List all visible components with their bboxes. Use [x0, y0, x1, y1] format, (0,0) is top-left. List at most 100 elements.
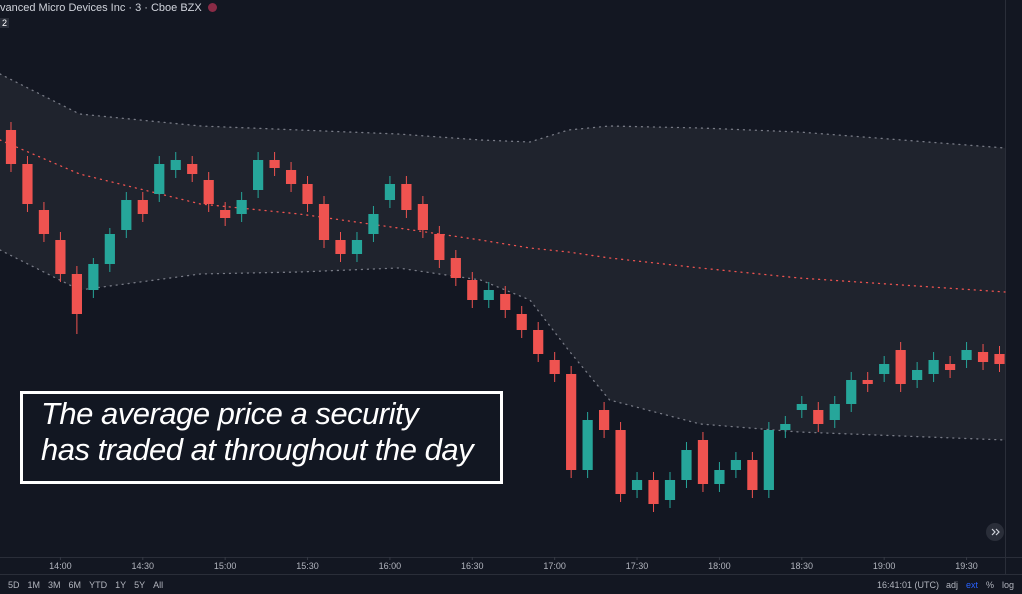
range-button[interactable]: 1M: [27, 580, 41, 590]
candle-body: [154, 164, 165, 194]
candle-body: [450, 258, 461, 278]
candle-body: [516, 314, 527, 330]
candle-body: [598, 410, 610, 430]
x-tick-label: 19:00: [873, 561, 896, 571]
vwap-line: [0, 139, 1006, 293]
candle-body: [55, 240, 66, 274]
x-tick-label: 14:00: [49, 561, 72, 571]
candle-body: [747, 460, 758, 490]
candle-body: [664, 480, 676, 500]
range-button[interactable]: 3M: [48, 580, 61, 590]
bottom-toolbar: 5D 1M 3M 6M YTD 1Y 5Y All 16:41:01 (UTC) adj ext…: [0, 574, 1022, 594]
candle-body: [302, 184, 313, 204]
candle-body: [829, 404, 840, 420]
range-button[interactable]: All: [153, 580, 164, 590]
candle-body: [615, 430, 626, 494]
status-dot: [207, 3, 217, 12]
caption-line: has traded at throughout the day: [41, 432, 474, 467]
range-button[interactable]: 1Y: [115, 580, 127, 590]
range-button[interactable]: 5D: [8, 580, 20, 590]
candle-body: [763, 430, 774, 490]
candle-body: [253, 160, 264, 190]
x-tick-label: 16:00: [379, 561, 402, 571]
range-button[interactable]: 5Y: [134, 580, 146, 590]
candle-body: [38, 210, 50, 234]
candle-body: [137, 200, 148, 214]
candle-body: [483, 290, 494, 300]
candle-body: [335, 240, 346, 254]
candle-body: [582, 420, 593, 470]
x-tick-label: 17:00: [543, 561, 566, 571]
candle-body: [780, 424, 791, 430]
candle-body: [22, 164, 33, 204]
x-tick-label: 19:30: [955, 561, 978, 571]
candle-body: [5, 130, 17, 164]
scale-toggle[interactable]: log: [1002, 580, 1015, 590]
symbol-title: vanced Micro Devices Inc · 3 · Cboe BZX: [0, 2, 202, 14]
scroll-icon: [991, 528, 1000, 536]
candle-body: [912, 370, 923, 380]
candle-body: [994, 354, 1005, 364]
candle-body: [434, 234, 445, 260]
candle-body: [203, 180, 214, 204]
candle-body: [71, 274, 82, 314]
scale-toggle[interactable]: adj: [946, 580, 959, 590]
candle-body: [500, 294, 511, 310]
badge: 2: [0, 18, 10, 28]
x-tick-label: 15:00: [214, 561, 237, 571]
range-buttons: 5D 1M 3M 6M YTD 1Y 5Y All: [8, 580, 171, 590]
candle-body: [533, 330, 544, 354]
x-tick-label: 14:30: [132, 561, 155, 571]
range-button[interactable]: 6M: [68, 580, 82, 590]
candle-body: [846, 380, 857, 404]
candle-body: [269, 160, 280, 168]
candle-body: [928, 360, 939, 374]
scale-toggle[interactable]: %: [986, 580, 995, 590]
range-button[interactable]: YTD: [89, 580, 108, 590]
candle-body: [285, 170, 297, 184]
candle-body: [88, 264, 99, 290]
candle-body: [104, 234, 115, 264]
candle-body: [566, 374, 577, 470]
band-fill: [0, 74, 1005, 440]
candle-body: [895, 350, 906, 384]
candle-body: [351, 240, 363, 254]
candle-body: [368, 214, 379, 234]
candle-body: [862, 380, 873, 384]
caption-line: The average price a security: [41, 396, 419, 431]
candle-body: [681, 450, 692, 480]
candle-body: [318, 204, 330, 240]
candle-body: [648, 480, 659, 504]
candle-body: [813, 410, 824, 424]
candle-body: [796, 404, 807, 410]
symbol-header[interactable]: vanced Micro Devices Inc · 3 · Cboe BZX: [0, 2, 217, 14]
candle-body: [417, 204, 428, 230]
candle-body: [631, 480, 643, 490]
candle-body: [121, 200, 132, 230]
scale-toggle[interactable]: ext: [966, 580, 979, 590]
candle-body: [220, 210, 231, 218]
x-tick-label: 15:30: [296, 561, 319, 571]
candle-body: [401, 184, 412, 210]
clock: 16:41:01 (UTC): [877, 580, 940, 590]
candle-body: [879, 364, 890, 374]
candle-body: [961, 350, 972, 360]
caption-box: The average price a security has traded …: [20, 391, 503, 484]
x-tick-label: 18:30: [791, 561, 814, 571]
candle-body: [384, 184, 396, 200]
candle-body: [977, 352, 989, 362]
x-tick-label: 17:30: [626, 561, 649, 571]
vwap-line: [0, 73, 1006, 149]
candle-body: [714, 470, 725, 484]
candle-body: [467, 280, 478, 300]
x-tick-label: 18:00: [708, 561, 731, 571]
chart: 14:00 14:30 15:00 15:30 16:00 16:30 17:00 17:30…: [0, 0, 1022, 574]
candle-body: [549, 360, 560, 374]
candle-body: [236, 200, 247, 214]
candle-body: [730, 460, 742, 470]
x-tick-label: 16:30: [461, 561, 484, 571]
candle-body: [170, 160, 181, 170]
candle-body: [187, 164, 198, 174]
